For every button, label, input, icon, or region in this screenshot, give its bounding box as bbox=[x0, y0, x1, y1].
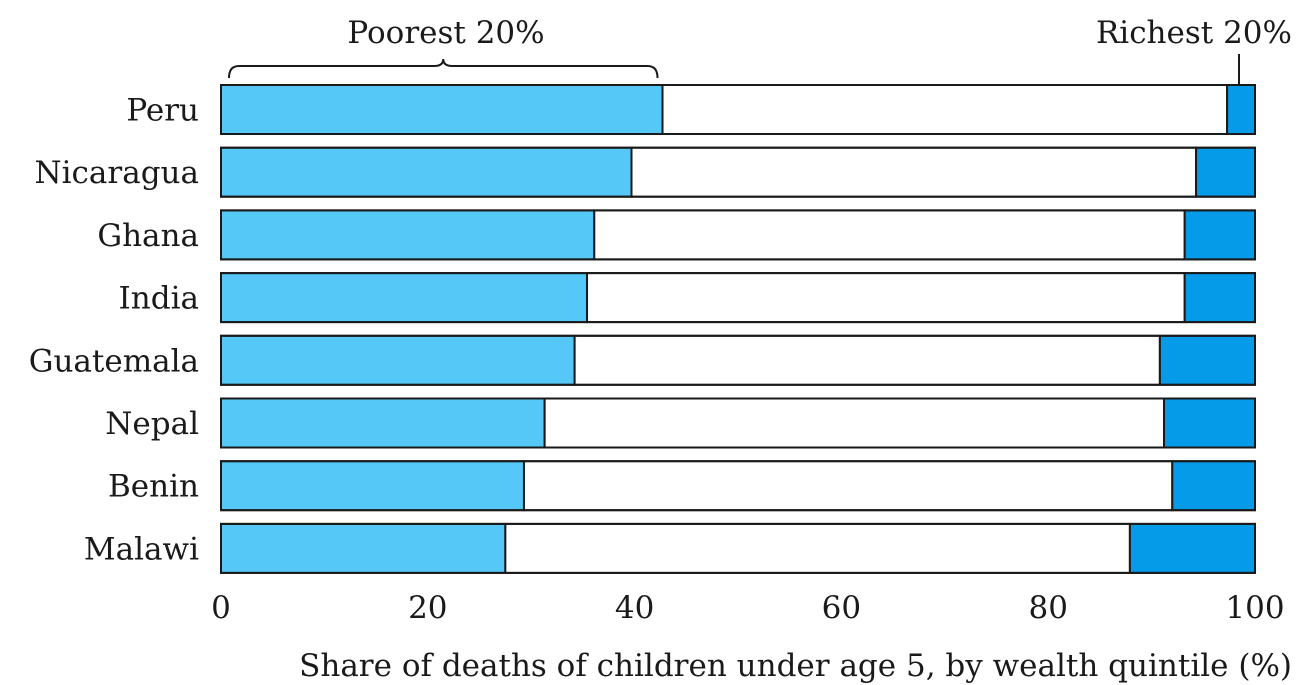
bar-ghana-segment-1 bbox=[220, 209, 596, 261]
bar-nicaragua-segment-2 bbox=[630, 146, 1198, 198]
x-tick-label-0: 0 bbox=[211, 590, 231, 626]
x-tick-label-80: 80 bbox=[1028, 590, 1067, 626]
bar-peru-segment-2 bbox=[661, 84, 1229, 135]
x-tick-label-20: 20 bbox=[408, 590, 447, 626]
bar-malawi-segment-1 bbox=[220, 522, 507, 574]
bar-guatemala-segment-3 bbox=[1158, 334, 1256, 386]
bar-peru-segment-1 bbox=[220, 84, 664, 135]
bar-malawi-outline bbox=[220, 522, 1256, 574]
category-label-india: India bbox=[119, 281, 199, 317]
x-tick-label-40: 40 bbox=[615, 590, 654, 626]
richest-annotation: Richest 20% bbox=[1096, 15, 1292, 51]
x-axis-ticks: 0 20 40 60 80 100 bbox=[211, 590, 1284, 626]
bar-india-segment-1 bbox=[220, 272, 589, 324]
bar-guatemala-outline bbox=[220, 334, 1256, 386]
bar-nepal-segment-2 bbox=[543, 397, 1166, 449]
bar-ghana-outline bbox=[220, 209, 1256, 261]
category-label-peru: Peru bbox=[126, 93, 199, 129]
bar-benin-outline bbox=[220, 460, 1256, 512]
bar-nicaragua-segment-1 bbox=[220, 146, 633, 198]
bars-group bbox=[220, 84, 1257, 574]
bar-india-outline bbox=[220, 272, 1256, 324]
bar-india-segment-3 bbox=[1183, 272, 1256, 324]
category-label-benin: Benin bbox=[108, 469, 199, 505]
bar-malawi-segment-3 bbox=[1128, 522, 1256, 574]
bar-nepal-segment-3 bbox=[1163, 397, 1257, 449]
bar-malawi-segment-2 bbox=[504, 522, 1131, 574]
bar-nepal-segment-1 bbox=[220, 397, 546, 449]
bar-nicaragua-outline bbox=[220, 146, 1256, 198]
category-label-malawi: Malawi bbox=[84, 531, 199, 567]
category-label-guatemala: Guatemala bbox=[29, 343, 199, 379]
bar-benin-segment-2 bbox=[522, 460, 1174, 512]
bar-ghana-segment-2 bbox=[593, 209, 1186, 261]
x-axis-title: Share of deaths of children under age 5,… bbox=[299, 648, 1292, 684]
category-label-ghana: Ghana bbox=[97, 218, 199, 254]
bar-guatemala-segment-1 bbox=[220, 334, 576, 386]
category-labels: Peru Nicaragua Ghana India Guatemala Nepal Ben… bbox=[29, 93, 199, 568]
x-tick-label-60: 60 bbox=[822, 590, 861, 626]
poorest-bracket bbox=[228, 58, 659, 79]
bar-nepal-outline bbox=[220, 397, 1256, 449]
bar-guatemala-segment-2 bbox=[573, 334, 1161, 386]
category-label-nicaragua: Nicaragua bbox=[35, 155, 199, 191]
bar-nicaragua-segment-3 bbox=[1195, 146, 1257, 198]
bar-ghana-segment-3 bbox=[1183, 209, 1256, 261]
category-label-nepal: Nepal bbox=[105, 406, 199, 442]
bar-india-segment-2 bbox=[586, 272, 1186, 324]
annotations: Poorest 20% Richest 20% bbox=[228, 15, 1292, 85]
bar-peru-outline bbox=[220, 84, 1256, 135]
bar-benin-segment-1 bbox=[220, 460, 525, 512]
poorest-annotation: Poorest 20% bbox=[347, 15, 544, 51]
x-tick-label-100: 100 bbox=[1225, 590, 1284, 626]
bar-benin-segment-3 bbox=[1171, 460, 1257, 512]
bar-peru-segment-3 bbox=[1226, 84, 1257, 135]
